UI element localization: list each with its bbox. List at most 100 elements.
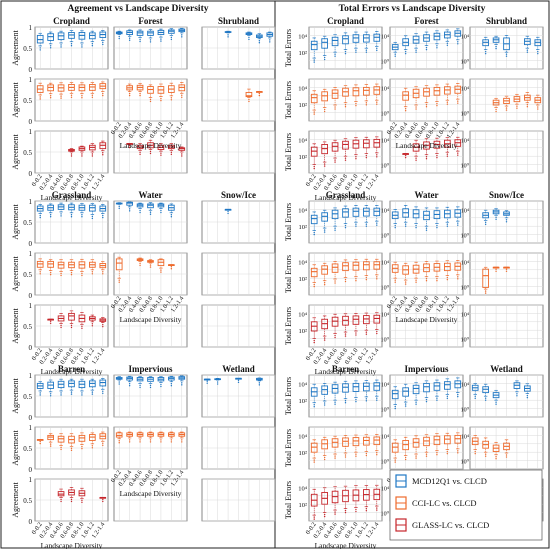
agreement-ytick-grassland-0-0: 1 [29, 198, 33, 206]
errors-snow-ice-s1-panel [469, 252, 544, 296]
agreement-wetland-s0-box-1-outlier-1 [216, 381, 219, 383]
errors-barren-s0-box-6 [373, 379, 381, 401]
errors-grassland-s1-box-5 [363, 258, 370, 281]
errors-barren-s1-box-0-outlier-2 [313, 461, 315, 463]
agreement-shrubland-s0-box-2-outlier-2 [227, 36, 229, 38]
legend-label-1: CCI-LC vs. CLCD [412, 498, 476, 508]
errors-snow-ice-s1-box-1-outlier-2 [484, 292, 487, 294]
errors-grassland-s1-box-3-outlier-1 [344, 278, 347, 281]
errors-grassland-s0-box-3-outlier-2 [344, 226, 347, 229]
agreement-barren-s1-box-5-outlier-2 [91, 447, 94, 449]
errors-xlabel-grassland: Landscape Diversity [315, 367, 377, 376]
agreement-water-s1-box-3-outlier-2 [149, 266, 152, 268]
errors-impervious-s1-box-3 [423, 434, 430, 457]
errors-cropland-s0-box-3 [342, 32, 349, 55]
errors-ytick-hi-water-2: 10⁴ [381, 312, 389, 318]
errors-forest-s2-panel [389, 130, 464, 174]
agreement-water-s1-box-2-outlier-1 [139, 262, 141, 265]
errors-cropland-s1-box-6-outlier-2 [376, 103, 378, 105]
agreement-grassland-s0-box-5-outlier-1 [91, 215, 94, 218]
agreement-barren-s0-box-6-outlier-1 [102, 390, 104, 392]
errors-forest-s0-box-0-outlier-1 [394, 53, 396, 55]
errors-ytick-unit-shrubland-0: 10⁰ [461, 59, 470, 66]
errors-forest-s0-box-4-outlier-2 [436, 47, 438, 49]
agreement-forest-s2-panel [113, 130, 188, 174]
agreement-barren-s0-box-2-outlier-2 [60, 394, 62, 396]
errors-grassland-s2-box-5-iqr [363, 315, 370, 325]
errors-water-s1-box-1 [402, 262, 409, 285]
errors-grassland-s1-box-5-outlier-1 [365, 276, 368, 279]
errors-shrubland-s0-box-3-outlier-2 [505, 55, 508, 57]
errors-cropland-s0-box-0 [310, 37, 318, 63]
errors-forest-s2-box-6-outlier-1 [457, 152, 459, 154]
errors-barren-s2-box-1-outlier-1 [323, 513, 326, 516]
agreement-shrubland-s1-box-4 [245, 88, 253, 103]
errors-grassland-s2-box-1 [321, 315, 328, 341]
errors-ytick-hi-shrubland-2: 10⁴ [461, 138, 469, 144]
agreement-barren-s1-box-1-outlier-2 [49, 445, 52, 447]
errors-barren-s1-box-3-outlier-1 [344, 454, 347, 456]
errors-impervious-s1-box-3-outlier-1 [425, 453, 428, 455]
agreement-impervious-s1-box-3-outlier-1 [149, 439, 152, 441]
agreement-shrubland-s0-box-6-outlier-1 [269, 39, 271, 41]
agreement-cropland-s1-box-1-outlier-2 [49, 97, 52, 99]
right-section-title: Total Errors vs Landscape Diversity [339, 4, 486, 14]
errors-cropland-s1-box-6-outlier-1 [376, 101, 378, 103]
errors-water-s0-box-2-outlier-2 [415, 226, 417, 229]
legend-item-0: MCD12Q1 vs. CLCD [395, 474, 487, 488]
errors-grassland-s2-box-6-outlier-2 [376, 332, 378, 335]
errors-ytick-hi-barren-1: 10⁴ [298, 433, 308, 440]
errors-barren-s0-box-0 [310, 383, 318, 408]
agreement-forest-s0-box-2 [136, 29, 144, 43]
errors-water-s0-box-1-outlier-2 [404, 225, 407, 227]
errors-ytick-hi-grassland-1: 10⁴ [298, 259, 308, 266]
agreement-cropland-s1-box-6-outlier-2 [102, 94, 104, 97]
agreement-barren-s2-box-3-outlier-2 [70, 500, 73, 503]
agreement-title-snow-ice: Snow/Ice [221, 190, 256, 200]
errors-forest-s2-box-4-outlier-1 [436, 154, 438, 157]
agreement-grassland-s0-box-2-outlier-1 [60, 213, 62, 215]
errors-cropland-s2-box-1 [321, 141, 328, 167]
agreement-grassland-s2-box-5 [89, 314, 96, 327]
errors-cropland-s1-box-5-outlier-1 [365, 102, 368, 104]
errors-ytick-hi-impervious-2: 10⁴ [381, 486, 389, 492]
agreement-water-s1-panel [113, 252, 188, 296]
errors-cropland-s2-box-2-outlier-2 [334, 161, 336, 163]
agreement-cropland-s0-box-0-outlier-2 [39, 49, 41, 51]
agreement-xlabel-cropland: Landscape Diversity [41, 193, 103, 202]
errors-shrubland-s0-box-3 [503, 35, 510, 57]
errors-grassland-s1-box-4-iqr [352, 261, 360, 271]
errors-wetland-s0-box-4-outlier-1 [516, 393, 518, 395]
agreement-grassland-s1-box-4-outlier-2 [81, 274, 83, 277]
agreement-title-water: Water [139, 190, 163, 200]
agreement-barren-s0-box-0-outlier-2 [39, 394, 41, 396]
errors-title-barren: Barren [332, 364, 359, 374]
errors-impervious-s0-box-0-outlier-2 [394, 407, 396, 410]
errors-barren-s2-box-3-outlier-2 [344, 511, 347, 514]
agreement-impervious-s1-box-0-outlier-2 [118, 442, 120, 444]
agreement-forest-s1-box-2-outlier-2 [139, 94, 141, 97]
agreement-water-s0-box-2-outlier-2 [139, 211, 141, 214]
errors-shrubland-s1-box-3-outlier-2 [505, 109, 508, 111]
errors-barren-s1-box-5-outlier-2 [365, 454, 368, 457]
errors-barren-s2-box-1 [321, 487, 328, 518]
errors-grassland-s0-box-0-iqr [310, 214, 318, 225]
errors-barren-s1-box-6-iqr [373, 436, 381, 446]
agreement-forest-s1-panel [113, 78, 188, 122]
errors-barren-s2-box-6 [373, 484, 381, 511]
errors-grassland-s0-box-2-iqr [331, 209, 339, 220]
errors-cropland-s2-box-0-outlier-1 [313, 165, 315, 168]
agreement-xlabel-grassland: Landscape Diversity [41, 367, 103, 376]
errors-barren-s1-box-6-outlier-2 [376, 454, 378, 456]
errors-cropland-s0-panel [308, 26, 383, 70]
agreement-ytick-barren-1-1: 0.5 [23, 445, 32, 453]
agreement-ytick-cropland-0-1: 0.5 [23, 45, 32, 53]
errors-wetland-s0-box-2-outlier-2 [495, 403, 497, 405]
agreement-grassland-s2-box-4-outlier-2 [81, 327, 83, 330]
agreement-forest-s0-box-0-outlier-2 [118, 37, 120, 40]
agreement-ylabel-grassland-2: Agreement [11, 307, 20, 343]
errors-water-s0-box-1-outlier-1 [404, 223, 407, 225]
agreement-barren-s0-box-0 [36, 381, 44, 396]
agreement-barren-s2-box-4-outlier-1 [81, 499, 83, 502]
agreement-cropland-s0-box-1-outlier-1 [49, 45, 52, 47]
